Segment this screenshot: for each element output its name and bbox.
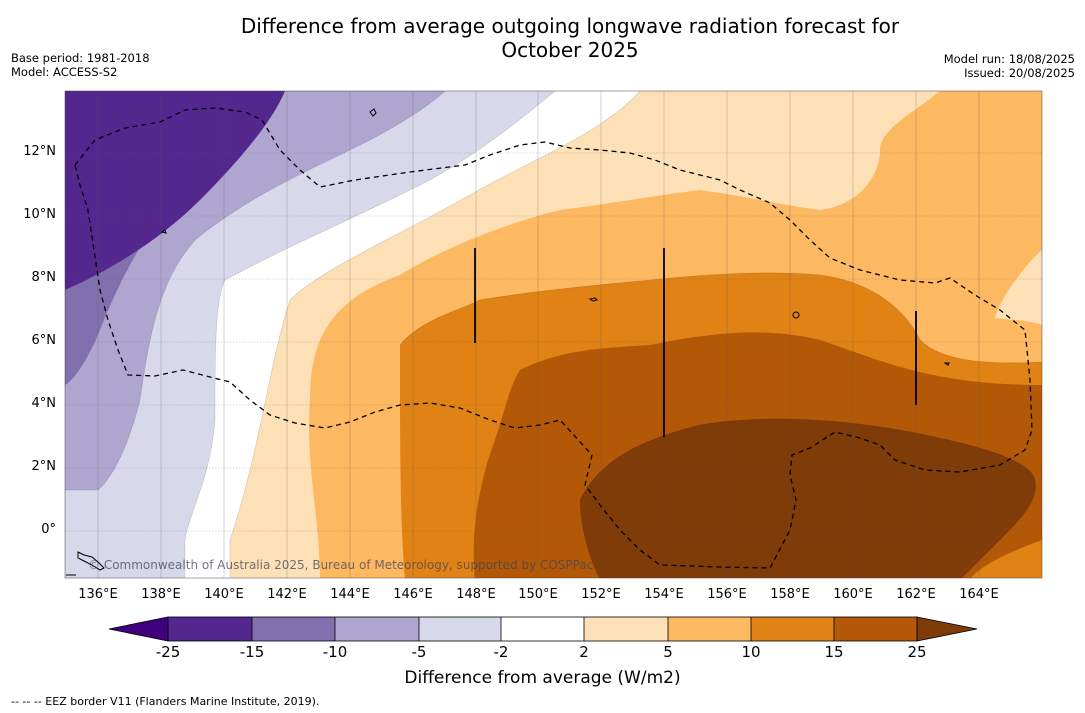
lat-label: 0°	[41, 522, 56, 537]
contour-fills	[65, 91, 1042, 578]
lon-label: 146°E	[393, 587, 433, 602]
model-name: Model: ACCESS-S2	[11, 65, 118, 79]
eez-border	[74, 107, 1033, 569]
lat-label: 12°N	[23, 144, 56, 159]
colorbar-tick: -2	[493, 643, 509, 661]
colorbar-seg-6	[584, 617, 668, 641]
colorbar-seg-8	[751, 617, 834, 641]
map-frame	[64, 90, 1043, 579]
lon-label: 138°E	[141, 587, 181, 602]
issued-date: Issued: 20/08/2025	[964, 66, 1075, 80]
colorbar-tick: 10	[741, 643, 761, 661]
colorbar-extend-high	[916, 616, 978, 642]
meta-right: Model run: 18/08/2025 Issued: 20/08/2025	[944, 52, 1075, 80]
colorbar-tick: -25	[155, 643, 181, 661]
lon-label: 144°E	[330, 587, 370, 602]
colorbar-tick: 15	[824, 643, 844, 661]
colorbar-tick: 5	[663, 643, 673, 661]
colorbar-tick: -15	[239, 643, 265, 661]
base-period: Base period: 1981-2018	[11, 51, 150, 65]
lat-label: 8°N	[31, 270, 57, 285]
colorbar-seg-5	[501, 617, 584, 641]
marker-lines	[474, 248, 917, 437]
colorbar-seg-9	[834, 617, 917, 641]
colorbar-tick: -5	[411, 643, 427, 661]
colorbar-seg-3	[335, 617, 419, 641]
eez-footnote: -- -- -- EEZ border V11 (Flanders Marine…	[11, 695, 320, 708]
lon-label: 156°E	[707, 587, 747, 602]
colorbar-seg-2	[252, 617, 335, 641]
islands	[66, 108, 950, 576]
lon-label: 136°E	[78, 587, 118, 602]
lat-label: 2°N	[31, 459, 57, 474]
colorbar-tick: -10	[322, 643, 348, 661]
colorbar-seg-1	[168, 617, 252, 641]
lon-label: 164°E	[959, 587, 999, 602]
lat-label: 4°N	[31, 396, 57, 411]
lon-label: 158°E	[770, 587, 810, 602]
meta-left: Base period: 1981-2018 Model: ACCESS-S2	[11, 51, 150, 79]
map-credit: © Commonwealth of Australia 2025, Bureau…	[88, 558, 594, 572]
lon-label: 154°E	[644, 587, 684, 602]
lon-label: 160°E	[833, 587, 873, 602]
graticule	[65, 152, 1042, 532]
band-neg-25	[65, 91, 285, 290]
meridians	[97, 91, 980, 578]
lon-label: 148°E	[456, 587, 496, 602]
lon-label: 162°E	[896, 587, 936, 602]
band-gt-25	[580, 418, 1036, 578]
chart-title: Difference from average outgoing longwav…	[0, 14, 1085, 62]
lon-label: 152°E	[581, 587, 621, 602]
title-line-2: October 2025	[501, 38, 639, 62]
colorbar	[108, 616, 978, 642]
lon-label: 142°E	[267, 587, 307, 602]
colorbar-tick: 2	[579, 643, 589, 661]
lon-label: 140°E	[204, 587, 244, 602]
title-line-1: Difference from average outgoing longwav…	[240, 14, 900, 38]
colorbar-seg-7	[668, 617, 751, 641]
lon-label: 150°E	[518, 587, 558, 602]
model-run: Model run: 18/08/2025	[943, 52, 1075, 66]
colorbar-label: Difference from average (W/m2)	[404, 668, 681, 688]
colorbar-extend-low	[108, 616, 169, 642]
colorbar-seg-4	[419, 617, 501, 641]
lat-label: 6°N	[31, 333, 57, 348]
lat-label: 10°N	[23, 207, 56, 222]
colorbar-tick: 25	[907, 643, 927, 661]
